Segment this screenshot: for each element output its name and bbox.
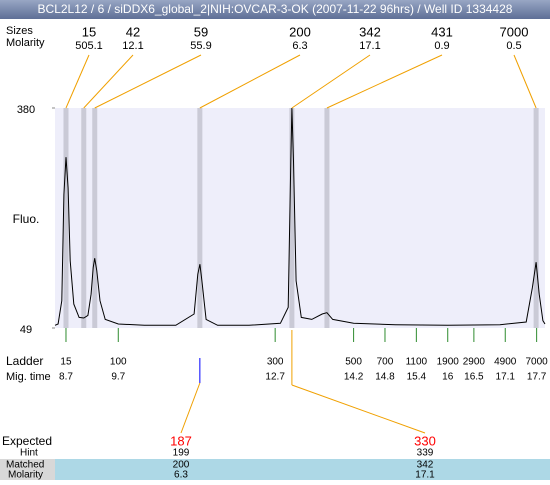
x-tick-label: 16.5: [464, 372, 484, 383]
peak-size: 342: [359, 24, 381, 39]
title: BCL2L12 / 6 / siDDX6_global_2|NIH:OVCAR-…: [38, 2, 513, 16]
peak-size: 15: [82, 24, 96, 39]
peak-molarity: 12.1: [122, 40, 143, 52]
ladder-size: 700: [377, 357, 394, 368]
ladder-size: 7000: [526, 357, 549, 368]
row-label: Expected: [2, 434, 52, 448]
x-tick-label: 14.2: [344, 372, 364, 383]
peak-molarity: 0.5: [506, 40, 521, 52]
peak-size: 200: [289, 24, 311, 39]
molarity-value: 17.1: [415, 470, 435, 480]
matched-band: [55, 459, 550, 480]
ladder-size: 300: [267, 357, 284, 368]
hint-value: 339: [417, 448, 434, 459]
y-tick-label: 49: [20, 324, 32, 336]
ladder-size: 500: [345, 357, 362, 368]
peak-band: [92, 108, 98, 328]
plot-area: [55, 108, 545, 328]
peak-size: 42: [126, 24, 140, 39]
peak-band: [533, 108, 539, 328]
ladder-size: 2900: [463, 357, 486, 368]
ladder-size: 4900: [494, 357, 517, 368]
peak-band: [289, 108, 295, 328]
peak-molarity: 505.1: [75, 40, 103, 52]
trace: [54, 107, 546, 326]
peak-connector: [291, 54, 371, 109]
peak-size: 59: [194, 24, 208, 39]
peak-connector: [199, 54, 301, 109]
expected-connector: [180, 382, 201, 434]
peak-connector: [65, 54, 90, 109]
title-bar: [0, 0, 550, 19]
matched-value: 200: [173, 460, 190, 471]
row-label-bg: [0, 459, 55, 480]
peak-connector: [83, 54, 134, 109]
x-tick-label: 12.7: [265, 372, 285, 383]
ladder-size: 100: [110, 357, 127, 368]
hint-value: 199: [173, 448, 190, 459]
x-tick-label: 8.7: [59, 372, 73, 383]
peak-molarity: 0.9: [434, 40, 449, 52]
row-label: Sizes: [6, 25, 33, 37]
peak-size: 7000: [500, 24, 529, 39]
x-tick-label: 15.4: [407, 372, 427, 383]
x-tick-label: 17.1: [496, 372, 516, 383]
expected-value: 187: [170, 433, 192, 448]
x-tick-label: 14.8: [375, 372, 395, 383]
peak-connector: [513, 54, 537, 109]
peak-band: [324, 108, 330, 328]
ladder-size: 15: [60, 357, 72, 368]
row-label: Molarity: [8, 470, 43, 480]
expected-connector: [291, 384, 426, 434]
row-label: Molarity: [6, 37, 45, 49]
row-label: Ladder: [6, 354, 43, 368]
row-label: Matched: [6, 460, 44, 471]
ladder-size: 1100: [406, 357, 428, 368]
peak-connector: [326, 54, 443, 109]
molarity-value: 6.3: [174, 470, 188, 480]
peak-molarity: 55.9: [190, 40, 211, 52]
peak-size: 431: [431, 24, 453, 39]
x-tick-label: 17.7: [527, 372, 547, 383]
peak-connector: [94, 54, 202, 109]
y-tick-label: 380: [17, 104, 35, 116]
matched-value: 342: [417, 460, 434, 471]
y-axis-label: Fluo.: [13, 212, 40, 226]
row-label: Hint: [20, 448, 38, 459]
peak-band: [197, 108, 203, 328]
peak-band: [81, 108, 87, 328]
x-tick-label: 9.7: [111, 372, 125, 383]
peak-molarity: 17.1: [359, 40, 380, 52]
peak-band: [63, 108, 69, 328]
peak-molarity: 6.3: [292, 40, 307, 52]
x-tick-label: 16: [442, 372, 454, 383]
ladder-size: 1900: [437, 357, 460, 368]
row-label: Mig. time: [6, 371, 51, 383]
expected-value: 330: [414, 433, 436, 448]
